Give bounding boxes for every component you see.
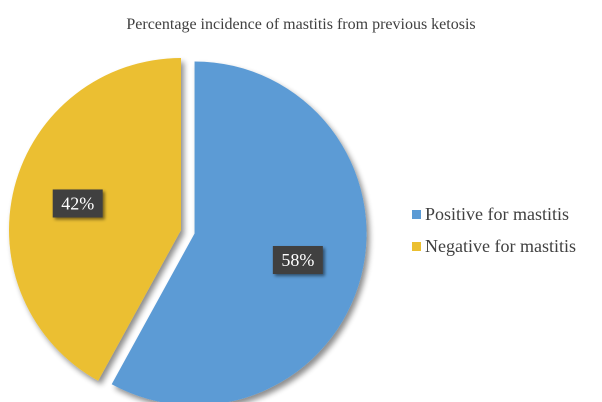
data-label-positive-for-mastitis: 58%	[272, 246, 323, 275]
svg-text:42%: 42%	[61, 193, 94, 213]
chart-title: Percentage incidence of mastitis from pr…	[126, 16, 476, 33]
data-label-negative-for-mastitis: 42%	[52, 189, 103, 218]
pie-slice-negative-for-mastitis	[9, 58, 181, 381]
legend-swatch	[412, 209, 421, 219]
pie-data-labels: 58% 42%	[52, 189, 323, 275]
legend-item-positive-for-mastitis: Positive for mastitis	[412, 198, 576, 230]
legend-swatch	[412, 241, 421, 251]
legend-item-negative-for-mastitis: Negative for mastitis	[412, 230, 576, 262]
legend-label: Negative for mastitis	[425, 235, 576, 256]
pie-slices	[9, 58, 367, 402]
legend-label: Positive for mastitis	[425, 203, 569, 224]
chart-legend: Positive for mastitis Negative for mastit…	[412, 198, 576, 262]
svg-text:58%: 58%	[281, 250, 314, 270]
pie-slice-positive-for-mastitis	[111, 61, 367, 402]
